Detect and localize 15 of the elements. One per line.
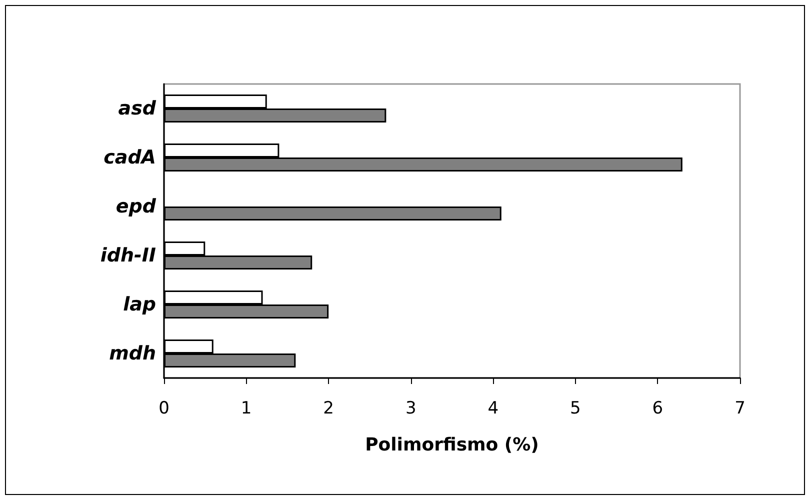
y-tick-label: asd xyxy=(118,98,156,120)
x-tick-label: 3 xyxy=(405,398,416,418)
y-tick-label: idh-II xyxy=(100,244,156,266)
x-tick-label: 1 xyxy=(240,398,252,418)
x-tick-label: 7 xyxy=(734,398,746,418)
y-tick-label: epd xyxy=(116,196,156,218)
y-tick-label: cadA xyxy=(104,146,156,168)
y-tick-label: lap xyxy=(123,294,156,316)
x-tick-label: 4 xyxy=(488,398,499,418)
x-tick-label: 6 xyxy=(652,398,664,418)
x-axis-title: Polimorfismo (%) xyxy=(365,434,539,456)
x-tick-label: 2 xyxy=(323,398,334,418)
x-tick-label: 0 xyxy=(158,398,170,418)
y-tick-label: mdh xyxy=(109,342,156,364)
x-tick-label: 5 xyxy=(570,398,581,418)
